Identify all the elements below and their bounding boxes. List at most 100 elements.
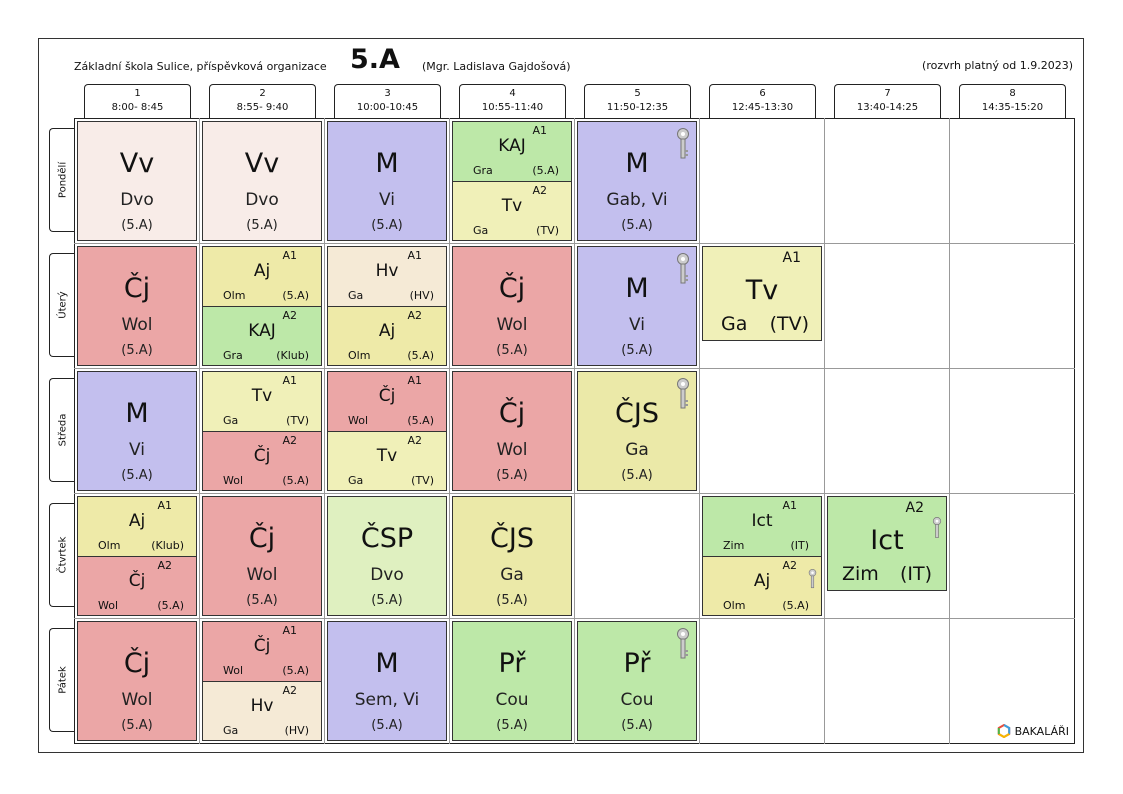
lesson-subject: Aj (128, 511, 146, 531)
lesson-room: (5.A) (371, 218, 403, 233)
split-lesson-cell[interactable]: A1 Ict Zim (IT) A2 Aj Olm (5.A) (702, 496, 822, 616)
lesson-cell[interactable]: ČJS Ga (5.A) (452, 496, 572, 616)
group-lesson[interactable]: A1 Tv Ga (TV) (203, 372, 321, 432)
lesson-teacher: Gra (223, 349, 243, 362)
day-label-thursday: Čtvrtek (49, 503, 75, 607)
lesson-cell[interactable]: M Vi (5.A) (327, 121, 447, 241)
split-lesson-cell[interactable]: A1 Aj Olm (Klub) A2 Čj Wol (5.A) (77, 496, 197, 616)
lesson-room: (5.A) (532, 164, 559, 177)
lesson-cell[interactable]: M Sem, Vi (5.A) (327, 621, 447, 741)
group-lesson[interactable]: A2 Aj Olm (5.A) (703, 557, 821, 615)
lesson-subject: M (625, 148, 649, 179)
lesson-teacher: Wol (223, 664, 244, 677)
split-lesson-cell[interactable]: A1 Aj Olm (5.A) A2 KAJ Gra (Klub) (202, 246, 322, 366)
lesson-cell[interactable]: Čj Wol (5.A) (77, 246, 197, 366)
class-teacher: (Mgr. Ladislava Gajdošová) (422, 60, 571, 73)
lesson-cell[interactable]: Vv Dvo (5.A) (77, 121, 197, 241)
group-lesson[interactable]: A2 Čj Wol (5.A) (203, 432, 321, 490)
split-lesson-cell[interactable]: A1 Hv Ga (HV) A2 Aj Olm (5.A) (327, 246, 447, 366)
lesson-room: (5.A) (621, 718, 653, 733)
lesson-subject: Tv (501, 196, 523, 216)
lesson-group: A2 (282, 309, 297, 322)
lesson-group: A2 (282, 684, 297, 697)
period-header-5: 5 11:50-12:35 (584, 84, 691, 118)
lesson-teacher: Cou (620, 690, 654, 710)
group-lesson[interactable]: A2 Aj Olm (5.A) (328, 307, 446, 365)
split-lesson-cell[interactable]: A1 Čj Wol (5.A) A2 Hv Ga (HV) (202, 621, 322, 741)
lesson-teacher: Gra (473, 164, 493, 177)
lesson-cell[interactable]: Vv Dvo (5.A) (202, 121, 322, 241)
bakalari-logo: BAKALÁŘI (997, 724, 1069, 738)
lesson-cell[interactable]: Čj Wol (5.A) (77, 621, 197, 741)
key-icon (932, 517, 942, 538)
lesson-subject: Př (623, 648, 651, 679)
group-lesson[interactable]: A1 Čj Wol (5.A) (203, 622, 321, 682)
group-lesson[interactable]: A1 KAJ Gra (5.A) (453, 122, 571, 182)
group-lesson[interactable]: A1 Aj Olm (Klub) (78, 497, 196, 557)
lesson-cell[interactable]: ČJS Ga (5.A) (577, 371, 697, 491)
group-lesson[interactable]: A1 Ict Zim (IT) (703, 497, 821, 557)
lesson-cell[interactable]: Př Cou (5.A) (577, 621, 697, 741)
school-name: Základní škola Sulice, příspěvková organ… (74, 60, 327, 73)
grid-line (574, 118, 575, 744)
lesson-subject: Hv (375, 261, 399, 281)
lesson-subject: Čj (253, 636, 271, 656)
lesson-teacher: Ga (625, 440, 649, 460)
day-name: Pondělí (57, 161, 68, 199)
lesson-group: A1 (407, 249, 422, 262)
group-lesson[interactable]: A1 Aj Olm (5.A) (203, 247, 321, 307)
lesson-cell[interactable]: M Vi (5.A) (577, 246, 697, 366)
lesson-cell[interactable]: Př Cou (5.A) (452, 621, 572, 741)
lesson-group: A1 (782, 250, 801, 266)
lesson-subject: Čj (498, 273, 526, 304)
lesson-cell[interactable]: Čj Wol (5.A) (202, 496, 322, 616)
lesson-room: (5.A) (621, 218, 653, 233)
split-lesson-cell[interactable]: A1 Čj Wol (5.A) A2 Tv Ga (TV) (327, 371, 447, 491)
lesson-teacher: Wol (121, 690, 153, 710)
lesson-teacher: Dvo (120, 190, 154, 210)
period-header-8: 8 14:35-15:20 (959, 84, 1066, 118)
lesson-cell[interactable]: ČSP Dvo (5.A) (327, 496, 447, 616)
group-lesson[interactable]: A2 Hv Ga (HV) (203, 682, 321, 740)
lesson-subject: Čj (498, 398, 526, 429)
lesson-subject: Čj (123, 648, 151, 679)
lesson-group: A2 (282, 434, 297, 447)
lesson-subject: Čj (248, 523, 276, 554)
lesson-cell[interactable]: Čj Wol (5.A) (452, 246, 572, 366)
lesson-subject: Vv (244, 148, 280, 179)
lesson-subject: Tv (745, 275, 779, 306)
lesson-teacher: Ga (721, 313, 748, 335)
lesson-cell[interactable]: Čj Wol (5.A) (452, 371, 572, 491)
period-number: 3 (384, 88, 391, 99)
group-lesson[interactable]: A1 Čj Wol (5.A) (328, 372, 446, 432)
key-icon (677, 628, 689, 659)
bakalari-logo-icon (997, 724, 1010, 738)
group-lesson[interactable]: A2 KAJ Gra (Klub) (203, 307, 321, 365)
day-label-friday: Pátek (49, 628, 75, 732)
split-lesson-cell[interactable]: A1 Tv Ga (TV) A2 Čj Wol (5.A) (202, 371, 322, 491)
day-label-wednesday: Středa (49, 378, 75, 482)
group-lesson[interactable]: A2 Tv Ga (TV) (453, 182, 571, 240)
lesson-teacher: Vi (379, 190, 395, 210)
grid-line (74, 493, 1075, 494)
lesson-teacher: Zim (842, 563, 879, 585)
group-lesson[interactable]: A1 Hv Ga (HV) (328, 247, 446, 307)
period-number: 7 (884, 88, 891, 99)
lesson-cell[interactable]: M Gab, Vi (5.A) (577, 121, 697, 241)
lesson-cell[interactable]: M Vi (5.A) (77, 371, 197, 491)
group-lesson[interactable]: A2 Tv Ga (TV) (328, 432, 446, 490)
lesson-cell[interactable]: A2 Ict Zim (IT) (827, 496, 947, 591)
day-name: Úterý (57, 291, 68, 319)
lesson-teacher: Wol (246, 565, 278, 585)
period-time: 12:45-13:30 (731, 102, 794, 113)
split-lesson-cell[interactable]: A1 KAJ Gra (5.A) A2 Tv Ga (TV) (452, 121, 572, 241)
key-icon (677, 378, 689, 409)
lesson-room: (HV) (409, 289, 434, 302)
lesson-cell[interactable]: A1 Tv Ga (TV) (702, 246, 822, 341)
lesson-room: (Klub) (276, 349, 309, 362)
grid-line (74, 368, 1075, 369)
lesson-teacher: Ga (348, 474, 364, 487)
lesson-room: (5.A) (371, 593, 403, 608)
lesson-room: (5.A) (496, 718, 528, 733)
group-lesson[interactable]: A2 Čj Wol (5.A) (78, 557, 196, 615)
